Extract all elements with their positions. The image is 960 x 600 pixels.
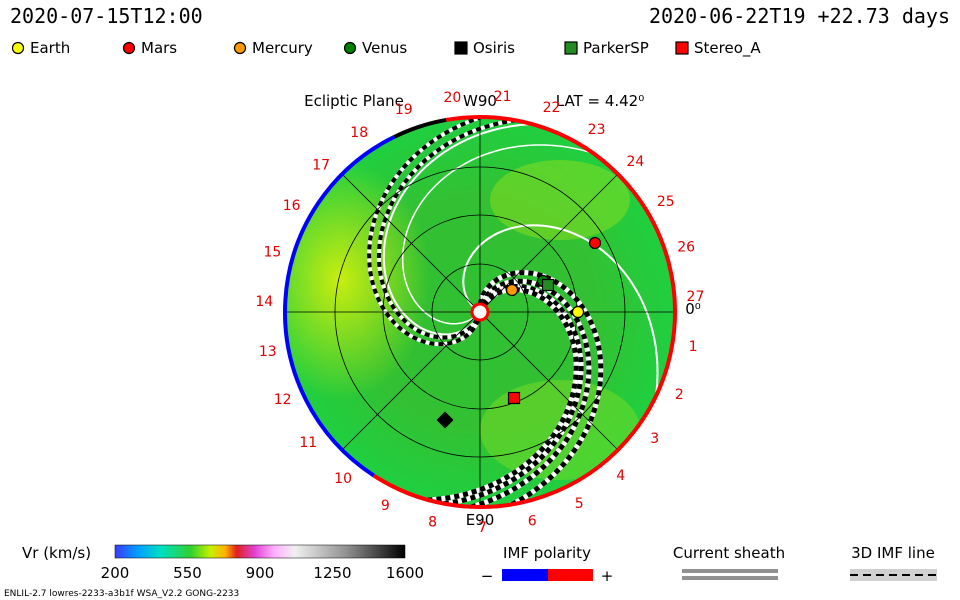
imf-plus: + [601,567,614,585]
longitude-label: 17 [312,158,330,174]
colorbar-tick-label: 200 [101,564,130,582]
legend-label: Mercury [252,39,313,57]
longitude-label: 21 [494,89,512,105]
longitude-label: 22 [543,100,561,116]
longitude-label: 15 [263,244,281,260]
imf-label: IMF polarity [503,544,591,562]
field-line [462,224,659,413]
field-line [411,287,579,503]
field-line [382,122,549,336]
legend-marker [675,41,689,55]
imf-positive [548,569,593,581]
legend-label: ParkerSP [583,39,649,57]
legend-label: Mars [141,39,177,57]
fast-wind [490,160,630,240]
longitude-label: 2 [675,387,684,403]
longitude-label: 24 [626,154,644,170]
sheath-swatch [682,576,778,580]
longitude-label: 23 [588,122,606,138]
legend-marker [11,41,25,55]
longitude-label: 27 [687,289,705,305]
colorbar-label: Vr (km/s) [22,544,91,562]
lat-label: LAT = 4.42⁰ [556,92,644,110]
timestamp: 2020-07-15T12:00 [10,4,203,28]
legend-marker [564,41,578,55]
colorbar [114,544,406,559]
longitude-label: 12 [274,392,292,408]
sun [470,302,490,322]
longitude-label: 20 [444,90,462,106]
longitude-label: 11 [299,435,317,451]
bottom-label: E90 [466,511,495,529]
right-label: 0⁰ [685,300,701,318]
longitude-label: 18 [350,125,368,141]
longitude-label: 19 [395,102,413,118]
footer: ENLIL-2.7 lowres-2233-a3b1f WSA_V2.2 GON… [4,589,239,599]
field-line [367,117,498,347]
body-marker [571,305,585,319]
longitude-label: 25 [657,194,675,210]
longitude-label: 16 [283,198,301,214]
colorbar-tick-label: 1250 [313,564,351,582]
longitude-label: 8 [428,515,437,531]
longitude-label: 7 [478,520,487,536]
longitude-label: 1 [689,339,698,355]
longitude-label: 10 [334,471,352,487]
run-time: 2020-06-22T19 +22.73 days [649,4,950,28]
sheath-swatch [682,569,778,573]
legend-marker [122,41,136,55]
legend-label: Venus [362,39,407,57]
field-line [401,144,609,325]
colorbar-tick-label: 1600 [386,564,424,582]
longitude-label: 3 [650,431,659,447]
longitude-label: 6 [528,514,537,530]
legend: Earth Mars Mercury Venus Osiris ParkerSP Stere… [11,39,761,58]
top-label: W90 [463,92,497,110]
field-line [455,278,592,507]
legend-label: Osiris [473,39,515,57]
legend-marker [454,41,468,55]
colorbar-tick-label: 900 [246,564,275,582]
sector-boundary [283,134,396,478]
imf-negative [502,569,548,581]
plot-title: Ecliptic Plane [304,92,404,110]
longitude-label: 4 [616,468,625,484]
body-marker [436,411,454,429]
longitude-label: 5 [575,496,584,512]
sheath-label: Current sheath [673,544,785,562]
body-marker [505,283,519,297]
field-line [477,270,604,507]
plot: Ecliptic Plane W90 LAT = 4.42⁰ E90 0⁰ 12… [255,89,705,536]
imf-line-label: 3D IMF line [851,544,935,562]
legend-label: Stereo_A [694,39,761,58]
sector-boundary [372,115,677,509]
field-line [428,283,584,507]
longitude-label: 26 [677,240,695,256]
legend-marker [343,41,357,55]
longitude-label: 9 [381,498,390,514]
body-marker [588,236,602,250]
colorbar-tick-label: 550 [173,564,202,582]
legend-marker [233,41,247,55]
body-marker [541,278,555,292]
legend-label: Earth [30,39,70,57]
body-marker [507,391,521,405]
longitude-label: 13 [259,344,277,360]
longitude-label: 14 [255,294,273,310]
fast-wind [285,160,430,400]
field-line [376,117,532,340]
imf-minus: − [481,567,494,585]
colorbar-ticks: 200 550 900 1250 1600 [101,564,424,582]
sector-boundary [393,117,447,139]
